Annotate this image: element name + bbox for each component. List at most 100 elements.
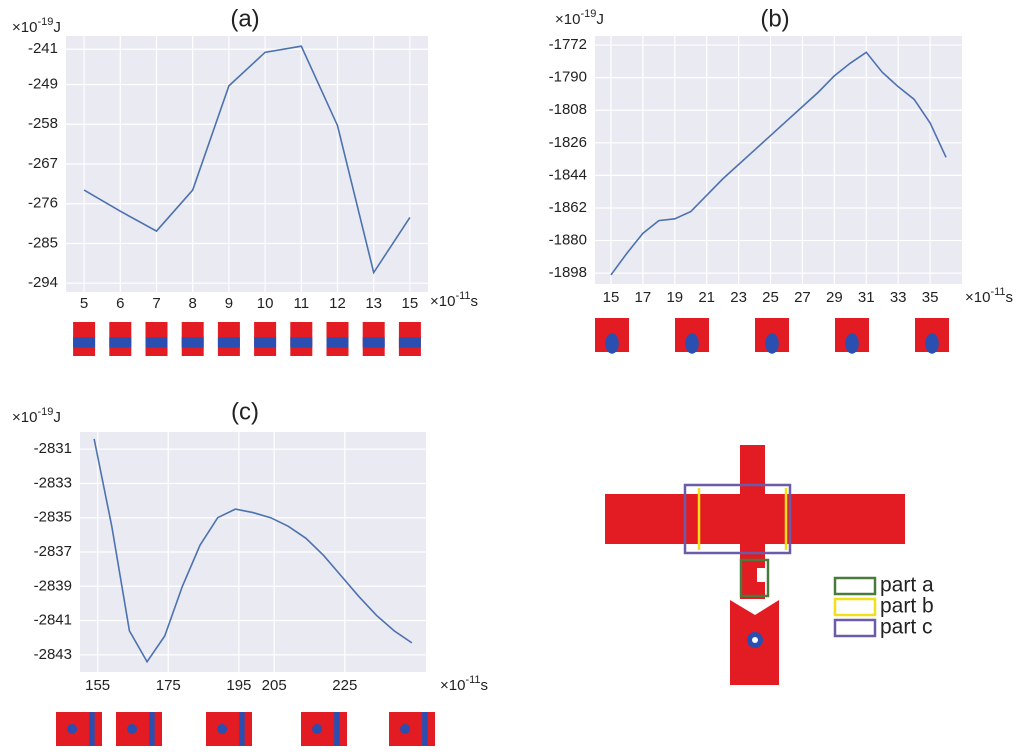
unit-prefix: ×10 — [965, 289, 990, 306]
snapshot — [845, 333, 859, 354]
snapshot — [765, 333, 779, 354]
snapshot — [239, 712, 245, 746]
unit-label: ×10-19J — [555, 8, 604, 28]
x-tick-label: 205 — [262, 677, 287, 694]
x-tick-label: 225 — [332, 677, 357, 694]
snapshot — [73, 337, 96, 348]
x-tick-label: 25 — [762, 289, 779, 306]
snapshot — [389, 712, 435, 746]
chart-title: (c) — [231, 398, 259, 425]
unit-name: s — [471, 293, 479, 310]
y-tick-label: -1898 — [549, 264, 587, 281]
x-tick-label: 8 — [189, 295, 197, 312]
unit-name: J — [53, 19, 61, 36]
y-tick-label: -2841 — [34, 612, 72, 629]
x-tick-label: 7 — [152, 295, 160, 312]
x-tick-label: 33 — [890, 289, 907, 306]
unit-exponent: -19 — [37, 16, 53, 28]
snapshot — [116, 712, 162, 746]
y-tick-label: -1790 — [549, 69, 587, 86]
unit-label: ×10-19J — [12, 16, 61, 36]
snapshot — [67, 724, 78, 734]
y-tick-label: -249 — [28, 76, 58, 93]
legend-swatch — [833, 576, 877, 596]
snapshot — [127, 724, 138, 734]
y-tick-label: -2839 — [34, 577, 72, 594]
legend-swatch — [833, 618, 877, 638]
snapshot — [312, 724, 323, 734]
y-tick-label: -1844 — [549, 166, 587, 183]
y-tick-label: -1808 — [549, 101, 587, 118]
legend-label: part c — [880, 616, 933, 639]
unit-exponent: -11 — [465, 674, 480, 686]
snapshot — [149, 712, 155, 746]
unit-name: s — [481, 677, 489, 694]
x-tick-label: 27 — [794, 289, 811, 306]
y-tick-label: -267 — [28, 155, 58, 172]
snapshot — [301, 712, 347, 746]
snapshot — [206, 712, 252, 746]
snapshot — [326, 337, 349, 348]
unit-label: ×10-19J — [12, 406, 61, 426]
unit-label: ×10-11s — [965, 286, 1013, 306]
unit-prefix: ×10 — [555, 11, 580, 28]
unit-name: J — [53, 409, 61, 426]
data-line — [83, 45, 411, 275]
unit-prefix: ×10 — [430, 293, 455, 310]
x-tick-label: 35 — [922, 289, 939, 306]
x-tick-label: 195 — [226, 677, 251, 694]
y-tick-label: -2835 — [34, 509, 72, 526]
unit-name: J — [596, 11, 604, 28]
snapshot — [362, 337, 385, 348]
y-tick-label: -1826 — [549, 134, 587, 151]
x-tick-label: 15 — [402, 295, 419, 312]
snapshot — [254, 337, 277, 348]
snapshot — [290, 337, 313, 348]
x-tick-label: 21 — [698, 289, 715, 306]
x-tick-label: 9 — [225, 295, 233, 312]
x-tick-label: 15 — [603, 289, 620, 306]
unit-prefix: ×10 — [12, 409, 37, 426]
y-tick-label: -294 — [28, 274, 58, 291]
snapshot — [217, 337, 240, 348]
unit-exponent: -19 — [580, 8, 596, 20]
y-tick-label: -276 — [28, 195, 58, 212]
unit-label: ×10-11s — [440, 674, 488, 694]
legend-label: part a — [880, 574, 934, 597]
y-tick-label: -258 — [28, 115, 58, 132]
snapshot — [334, 712, 340, 746]
snapshot — [925, 333, 939, 354]
snapshot — [422, 712, 428, 746]
y-tick-label: -1880 — [549, 232, 587, 249]
unit-exponent: -11 — [990, 286, 1005, 298]
x-tick-label: 19 — [666, 289, 683, 306]
snapshot — [89, 712, 95, 746]
x-tick-label: 31 — [858, 289, 875, 306]
x-tick-label: 155 — [85, 677, 110, 694]
legend-label: part b — [880, 595, 934, 618]
y-tick-label: -2831 — [34, 440, 72, 457]
data-line — [610, 51, 947, 276]
x-tick-label: 29 — [826, 289, 843, 306]
unit-exponent: -19 — [37, 406, 53, 418]
data-line — [93, 438, 413, 664]
unit-exponent: -11 — [455, 290, 470, 302]
unit-prefix: ×10 — [440, 677, 465, 694]
y-tick-label: -1862 — [549, 199, 587, 216]
x-tick-label: 13 — [365, 295, 382, 312]
x-tick-label: 5 — [80, 295, 88, 312]
y-tick-label: -2833 — [34, 474, 72, 491]
y-tick-label: -1772 — [549, 36, 587, 53]
snapshot — [145, 337, 168, 348]
device-diagram — [605, 445, 905, 685]
plot-area — [595, 36, 962, 284]
snapshot — [109, 337, 132, 348]
snapshot — [181, 337, 204, 348]
y-tick-label: -241 — [28, 40, 58, 57]
unit-name: s — [1006, 289, 1014, 306]
x-tick-label: 11 — [294, 295, 310, 312]
y-tick-label: -2843 — [34, 646, 72, 663]
snapshot — [400, 724, 411, 734]
snapshot — [685, 333, 699, 354]
